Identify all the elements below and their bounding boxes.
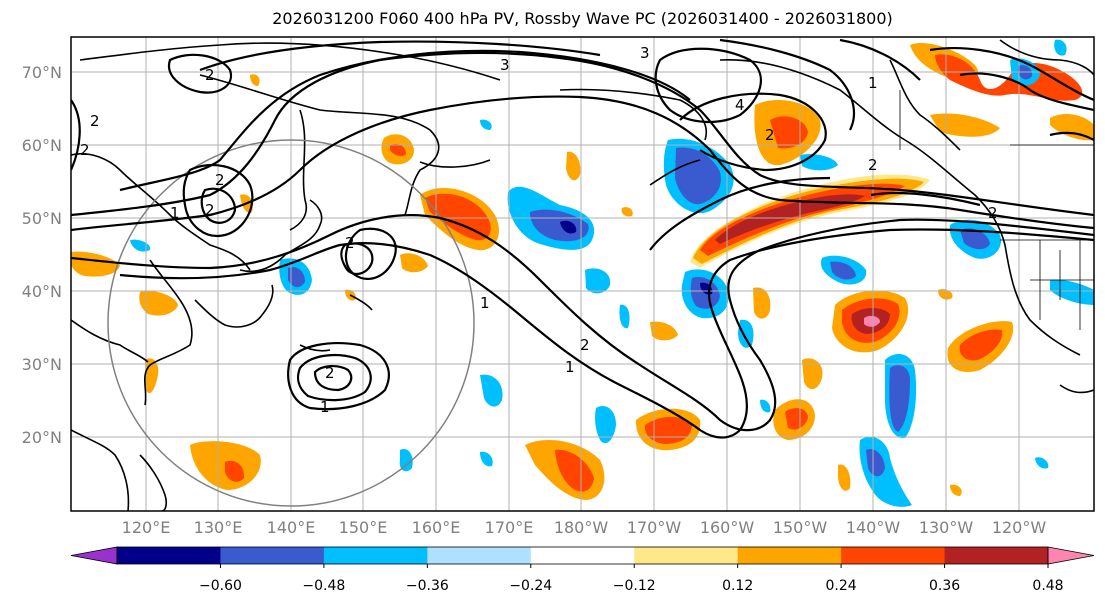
lon-label: 130°W [919, 518, 974, 537]
colorbar-segment [737, 547, 842, 564]
lat-label: 70°N [22, 63, 62, 82]
map-frame [70, 36, 1095, 512]
colorbar-extend-min [70, 546, 118, 565]
colorbar-segment [323, 547, 428, 564]
colorbar-segment [841, 547, 946, 564]
radius-circle [107, 139, 475, 507]
colorbar-tick-label: −0.12 [613, 578, 656, 594]
colorbar-tick-label: −0.24 [509, 578, 552, 594]
contour-label: 3 [500, 56, 510, 74]
colorbar-tick-label: −0.60 [199, 578, 242, 594]
contour-label: 2 [988, 204, 998, 222]
contour-label: 1 [480, 294, 490, 312]
lat-label: 30°N [22, 355, 62, 374]
colorbar-tick-label: 0.36 [929, 578, 960, 594]
lon-label: 170°W [627, 518, 682, 537]
colorbar-tick-label: 0.24 [826, 578, 857, 594]
contour-label: 1 [320, 398, 330, 416]
latitude-labels: 70°N 60°N 50°N 40°N 30°N 20°N [22, 63, 62, 447]
colorbar-segment [530, 547, 635, 564]
pv-anomaly-fills [71, 39, 1094, 507]
lon-label: 170°E [485, 518, 534, 537]
colorbar-segment [220, 547, 325, 564]
contour-label: 1 [565, 358, 575, 376]
lon-label: 150°E [339, 518, 388, 537]
lon-label: 150°W [773, 518, 828, 537]
colorbar-segment [117, 547, 221, 564]
contour-label: 2 [765, 126, 775, 144]
contour-label: 1 [170, 204, 180, 222]
lat-label: 50°N [22, 209, 62, 228]
contour-label: 4 [735, 96, 745, 114]
colorbar: −0.60 −0.48 −0.36 −0.24 −0.12 0.12 0.24 0.36 0.4… [70, 546, 1095, 594]
colorbar-segment [944, 547, 1049, 564]
coastlines [71, 39, 1094, 511]
contour-label: 2 [868, 156, 878, 174]
colorbar-segment [634, 547, 739, 564]
colorbar-tick-label: −0.36 [406, 578, 449, 594]
colorbar-extend-max [1047, 546, 1095, 565]
lat-label: 60°N [22, 136, 62, 155]
colorbar-outline [116, 546, 1049, 565]
map-content: 2 2 2 2 2 2 3 3 1 1 1 1 2 2 4 1 2 2 2 [71, 37, 1094, 511]
contour-label: 2 [580, 336, 590, 354]
contour-label: 2 [345, 234, 355, 252]
lon-label: 140°E [267, 518, 316, 537]
lon-label: 180°W [554, 518, 609, 537]
lon-label: 130°E [194, 518, 243, 537]
lon-label: 140°W [846, 518, 901, 537]
lon-label: 120°E [122, 518, 171, 537]
contour-label: 2 [90, 112, 100, 130]
colorbar-tick-label: −0.48 [302, 578, 345, 594]
contour-label: 3 [640, 44, 650, 62]
colorbar-tick-label: 0.12 [722, 578, 753, 594]
pv-contours [71, 38, 1094, 439]
contour-label: 1 [868, 74, 878, 92]
map-title: 2026031200 F060 400 hPa PV, Rossby Wave … [272, 9, 893, 28]
map-area [71, 37, 1094, 511]
longitude-labels: 120°E 130°E 140°E 150°E 160°E 170°E 180°… [122, 518, 1047, 537]
contour-label: 2 [215, 171, 225, 189]
lat-label: 20°N [22, 428, 62, 447]
contour-label: 2 [205, 201, 215, 219]
borders [899, 90, 1094, 330]
contour-label: 2 [325, 364, 335, 382]
lat-label: 40°N [22, 282, 62, 301]
colorbar-tick-label: 0.48 [1032, 578, 1063, 594]
colorbar-segment [427, 547, 532, 564]
lon-label: 120°W [992, 518, 1047, 537]
contour-label: 2 [80, 141, 90, 159]
lon-label: 160°E [412, 518, 461, 537]
lon-label: 160°W [700, 518, 755, 537]
contour-label: 2 [205, 66, 215, 84]
contour-labels: 2 2 2 2 2 2 3 3 1 1 1 1 2 2 4 1 2 2 2 [80, 44, 998, 416]
